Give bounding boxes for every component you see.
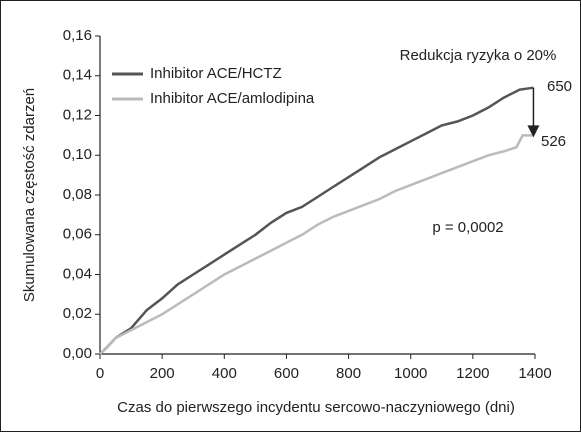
x-tick-label: 600 — [274, 365, 299, 382]
y-tick-label: 0,08 — [63, 186, 92, 203]
y-tick-label: 0,02 — [63, 305, 92, 322]
legend-label: Inhibitor ACE/HCTZ — [150, 65, 282, 82]
x-tick-label: 800 — [336, 365, 361, 382]
y-tick-label: 0,06 — [63, 226, 92, 243]
y-axis-label: Skumulowana częstość zdarzeń — [21, 88, 38, 302]
line-series — [99, 86, 534, 355]
x-tick-label: 0 — [96, 365, 104, 382]
y-tick-label: 0,10 — [63, 146, 92, 163]
arrow-head — [527, 125, 540, 138]
x-tick-label: 1200 — [456, 365, 489, 382]
annotation: 650 — [547, 78, 572, 95]
x-axis-label: Czas do pierwszego incydentu sercowo-nac… — [117, 399, 515, 416]
line-series — [99, 134, 534, 355]
legend-label: Inhibitor ACE/amlodipina — [150, 90, 315, 107]
annotation: Redukcja ryzyka o 20% — [400, 47, 557, 64]
y-tick-label: 0,14 — [63, 67, 92, 84]
y-tick-label: 0,00 — [63, 345, 92, 362]
y-tick-label: 0,12 — [63, 106, 92, 123]
x-tick-label: 1000 — [394, 365, 427, 382]
x-tick-label: 1400 — [518, 365, 551, 382]
y-tick-label: 0,04 — [63, 265, 92, 282]
annotation: p = 0,0002 — [432, 219, 503, 236]
y-tick-label: 0,16 — [63, 27, 92, 44]
annotation: 526 — [541, 133, 566, 150]
x-tick-label: 400 — [212, 365, 237, 382]
x-tick-label: 200 — [150, 365, 175, 382]
